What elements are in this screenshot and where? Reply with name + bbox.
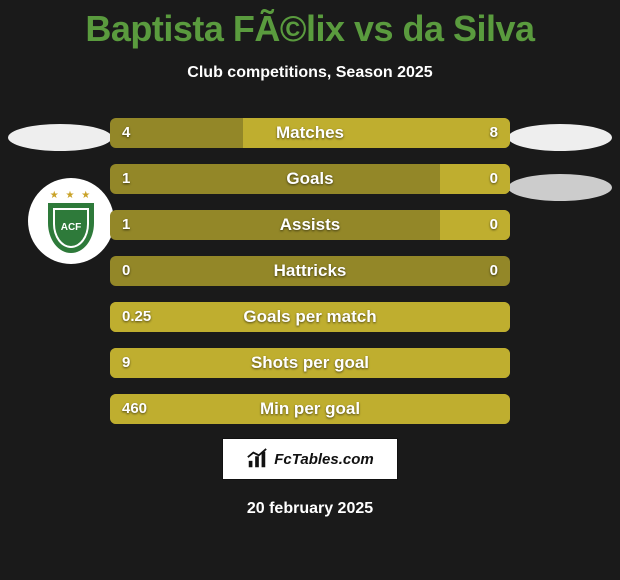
stat-value-left: 1 xyxy=(122,210,130,240)
stat-value-left: 0.25 xyxy=(122,302,151,332)
stat-row: Matches4 8 xyxy=(0,118,620,148)
stat-value-left: 0 xyxy=(122,256,130,286)
stats-bars: Matches48Goals10Assists10Hattricks00Goal… xyxy=(0,118,620,440)
brand-text: FcTables.com xyxy=(274,451,373,468)
stat-row: Hattricks0 0 xyxy=(0,256,620,286)
stat-row: Shots per goal9 xyxy=(0,348,620,378)
stat-value-left: 9 xyxy=(122,348,130,378)
stat-label: Goals per match xyxy=(110,302,510,332)
stat-value-left: 1 xyxy=(122,164,130,194)
stat-value-right: 0 xyxy=(490,210,498,240)
stat-row: Min per goal460 xyxy=(0,394,620,424)
stat-row: Goals per match0.25 xyxy=(0,302,620,332)
stat-value-left: 460 xyxy=(122,394,147,424)
stat-value-right: 0 xyxy=(490,256,498,286)
brand-badge[interactable]: FcTables.com xyxy=(222,438,398,480)
stat-value-left: 4 xyxy=(122,118,130,148)
stat-label: Hattricks xyxy=(110,256,510,286)
stat-label: Assists xyxy=(110,210,510,240)
chart-icon xyxy=(246,448,268,470)
stat-label: Matches xyxy=(110,118,510,148)
stat-label: Min per goal xyxy=(110,394,510,424)
comparison-card: Baptista FÃ©lix vs da Silva Club competi… xyxy=(0,0,620,580)
stat-row: Goals1 0 xyxy=(0,164,620,194)
subtitle: Club competitions, Season 2025 xyxy=(0,64,620,82)
stat-label: Goals xyxy=(110,164,510,194)
stat-label: Shots per goal xyxy=(110,348,510,378)
stat-value-right: 0 xyxy=(490,164,498,194)
stat-row: Assists1 0 xyxy=(0,210,620,240)
page-title: Baptista FÃ©lix vs da Silva xyxy=(0,0,620,50)
stat-value-right: 8 xyxy=(490,118,498,148)
footer-date: 20 february 2025 xyxy=(0,500,620,518)
